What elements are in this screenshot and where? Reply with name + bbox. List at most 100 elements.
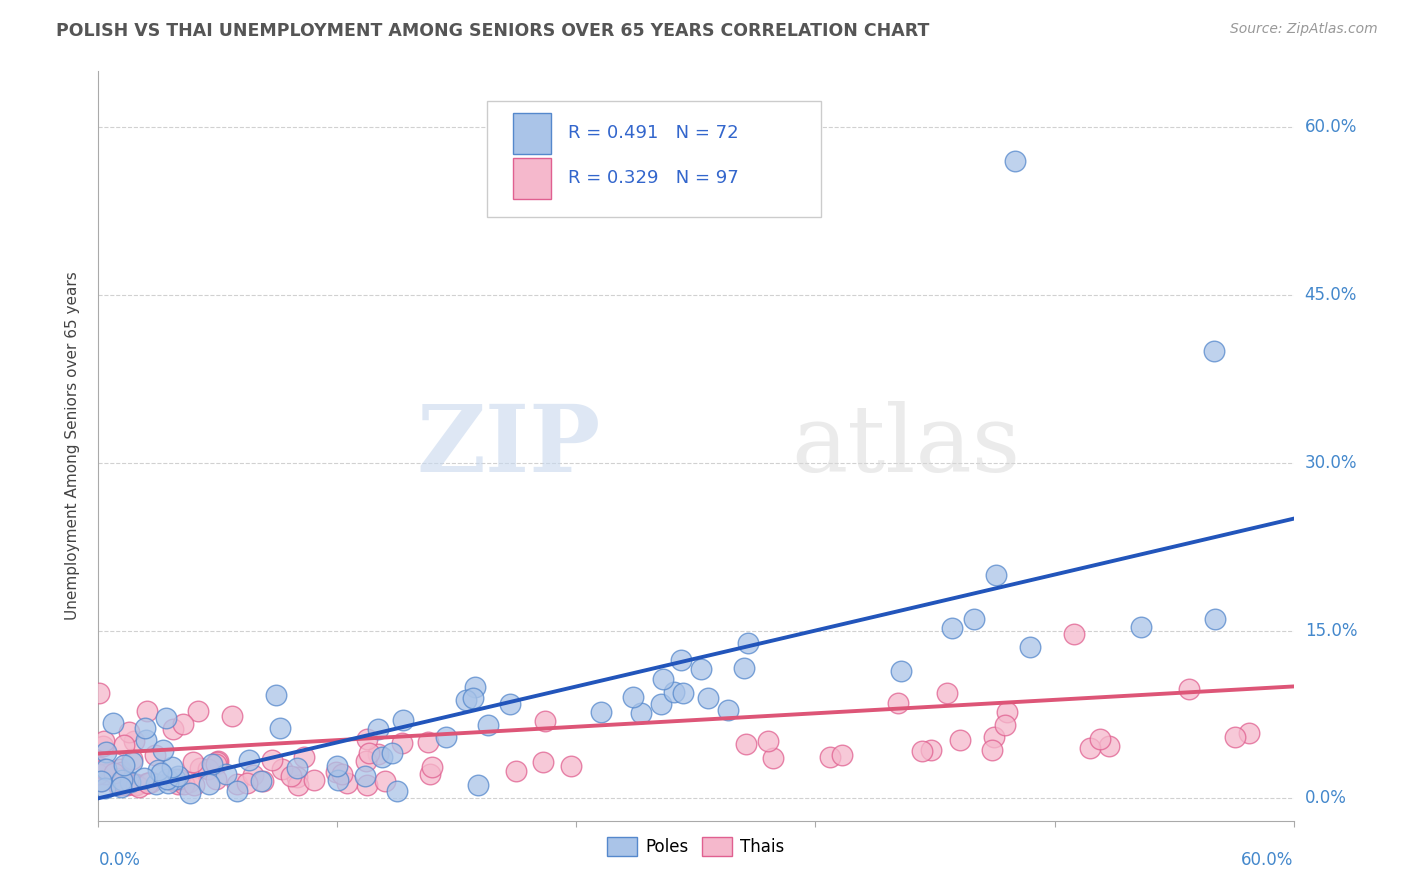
Point (330, 767, 353, 781)
Point (689, 662, 711, 676)
Point (252, 774, 274, 789)
Point (134, 721, 156, 735)
Point (242, 768, 264, 782)
Point (135, 732, 157, 747)
Point (118, 725, 141, 739)
Point (326, 759, 349, 773)
Point (1063, 626, 1085, 640)
Point (734, 737, 756, 751)
Y-axis label: Unemployment Among Seniors over 65 years: Unemployment Among Seniors over 65 years (65, 272, 80, 620)
Point (226, 777, 249, 791)
Point (167, 772, 190, 786)
Point (156, 776, 179, 790)
Point (162, 773, 184, 788)
Point (112, 739, 135, 753)
Point (994, 718, 1017, 732)
Point (221, 708, 243, 723)
Point (111, 764, 134, 779)
Point (356, 778, 378, 792)
Point (1078, 741, 1101, 756)
Point (107, 778, 129, 792)
Point (187, 704, 209, 718)
Point (911, 744, 934, 758)
Point (114, 758, 136, 772)
Point (1177, 681, 1199, 696)
Point (138, 776, 160, 790)
Point (381, 746, 404, 760)
Point (354, 769, 377, 783)
Point (1004, 153, 1026, 168)
Point (118, 775, 141, 789)
Point (118, 777, 141, 791)
Point (463, 690, 485, 705)
Point (148, 763, 170, 777)
Point (249, 773, 271, 788)
Point (91, 739, 114, 753)
Point (205, 772, 228, 787)
Point (1223, 730, 1246, 744)
Point (418, 735, 440, 749)
Point (392, 713, 415, 727)
Point (1204, 611, 1226, 625)
Point (139, 775, 162, 789)
Point (132, 772, 155, 786)
Text: POLISH VS THAI UNEMPLOYMENT AMONG SENIORS OVER 65 YEARS CORRELATION CHART: POLISH VS THAI UNEMPLOYMENT AMONG SENIOR… (56, 22, 929, 40)
FancyBboxPatch shape (513, 158, 551, 199)
Point (90, 773, 112, 788)
Text: 30.0%: 30.0% (1305, 454, 1357, 472)
Point (356, 754, 378, 768)
Point (287, 770, 309, 784)
Point (280, 769, 302, 783)
Point (890, 665, 912, 679)
Point (591, 706, 613, 720)
Point (155, 711, 177, 725)
Point (156, 772, 179, 786)
Point (733, 661, 755, 675)
Point (652, 672, 675, 686)
Point (325, 764, 347, 779)
Point (103, 766, 125, 780)
Text: 15.0%: 15.0% (1305, 622, 1357, 640)
Point (169, 774, 191, 789)
Point (108, 762, 131, 776)
Point (505, 764, 527, 778)
Point (335, 776, 357, 790)
Point (737, 635, 759, 649)
FancyBboxPatch shape (513, 112, 551, 153)
Point (1098, 739, 1121, 753)
Point (152, 743, 174, 757)
Point (110, 780, 132, 794)
Point (374, 773, 396, 788)
Point (143, 748, 166, 763)
Point (391, 736, 413, 750)
Point (367, 722, 389, 736)
Point (419, 767, 441, 781)
Point (166, 769, 188, 783)
Point (434, 730, 457, 744)
Point (981, 742, 1004, 756)
Point (179, 786, 201, 800)
Point (818, 750, 841, 764)
Point (1129, 620, 1152, 634)
Point (292, 750, 315, 764)
Point (94, 762, 117, 776)
Point (1202, 343, 1225, 358)
Legend: Poles, Thais: Poles, Thais (602, 831, 790, 861)
Text: R = 0.329   N = 97: R = 0.329 N = 97 (568, 169, 738, 187)
Point (101, 716, 124, 731)
Point (190, 761, 212, 775)
Text: 0.0%: 0.0% (1305, 789, 1347, 807)
Point (477, 718, 499, 732)
Point (122, 733, 145, 747)
Point (672, 686, 695, 700)
Point (1088, 731, 1111, 746)
Point (650, 697, 672, 711)
Point (181, 756, 204, 770)
Point (197, 777, 219, 791)
Point (326, 773, 349, 788)
Point (963, 612, 986, 626)
Point (357, 746, 380, 760)
Point (93, 763, 115, 777)
Point (121, 756, 143, 770)
Point (145, 777, 167, 791)
